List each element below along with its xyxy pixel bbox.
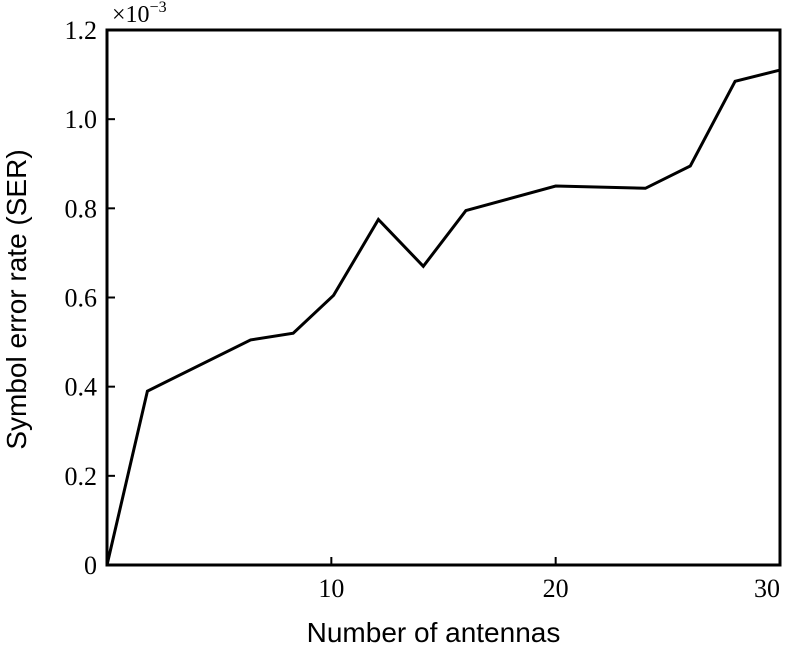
y-tick-label: 0 — [84, 551, 97, 580]
x-tick-label: 30 — [754, 574, 780, 603]
x-tick-label: 20 — [543, 574, 569, 603]
y-tick-label: 0.2 — [65, 462, 98, 491]
series-line — [105, 68, 781, 566]
y-axis-multiplier: ×10−3 — [112, 0, 167, 28]
y-tick-label: 1.0 — [65, 105, 98, 134]
x-tick-label: 10 — [318, 574, 344, 603]
y-tick-label: 1.2 — [65, 16, 98, 45]
x-axis-title: Number of antennas — [307, 617, 561, 648]
y-axis-title: Symbol error rate (SER) — [1, 149, 32, 449]
y-tick-label: 0.4 — [65, 373, 98, 402]
plot-area-frame — [105, 28, 782, 567]
y-tick-label: 0.8 — [65, 194, 98, 223]
y-axis-ticks: 0 0.2 0.4 0.6 0.8 1.0 1.2 — [65, 16, 115, 580]
y-axis-multiplier-exponent: −3 — [150, 0, 167, 16]
x-axis-ticks: 10 20 30 — [318, 557, 781, 603]
y-tick-label: 0.6 — [65, 284, 98, 313]
y-axis-multiplier-base: ×10 — [112, 2, 150, 28]
